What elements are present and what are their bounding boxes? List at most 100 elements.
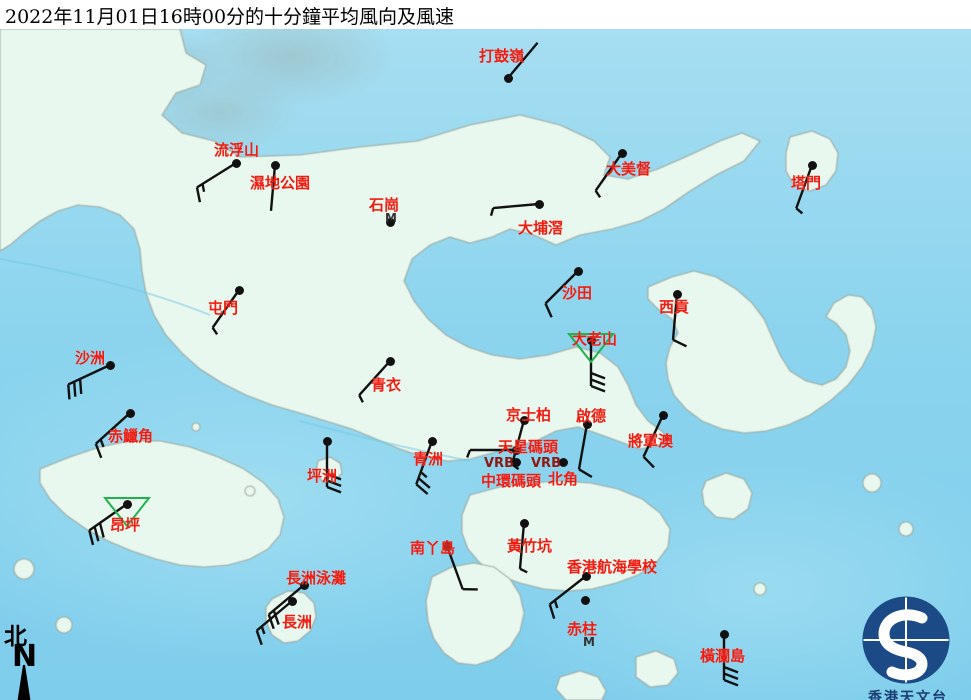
station-dot (512, 446, 521, 455)
wind-barb-icon (795, 164, 814, 215)
station-label: 西貢 (659, 298, 690, 316)
station-dot (583, 420, 592, 429)
station-dot (386, 357, 395, 366)
station-dot (587, 336, 596, 345)
wind-barb-icon (94, 412, 131, 459)
hko-logo-cn: 香港天文台 (868, 690, 948, 700)
station-label: 濕地公園 (250, 174, 311, 192)
station-label: 赤柱 (567, 620, 598, 638)
station-label: 長洲 (282, 613, 313, 631)
station-dot (386, 218, 395, 227)
station-label: 昂坪 (110, 516, 141, 534)
station-variable-wind-label: VRB (484, 456, 514, 471)
station-label: 中環碼頭 (481, 472, 542, 490)
station-label: 橫瀾島 (700, 647, 746, 665)
station-label: 沙洲 (75, 349, 106, 367)
wind-barb-icon (267, 584, 305, 630)
wind-barb-icon (544, 270, 579, 318)
station-missing-data-label: M (385, 211, 397, 225)
station-label: 大美督 (606, 160, 652, 178)
station-label: 流浮山 (214, 141, 260, 159)
wind-barb-icon (255, 600, 293, 646)
station-label: 打鼓嶺 (479, 47, 525, 65)
station-label: 北角 (548, 470, 579, 488)
station-label: 啟德 (576, 407, 607, 425)
station-dot (581, 596, 590, 605)
station-missing-data-label: M (583, 635, 595, 649)
wind-barb-icon (594, 152, 623, 198)
wind-barb-icon (358, 360, 391, 403)
wind-barb-icon (518, 522, 528, 574)
compass-rose: 北 N (2, 617, 62, 700)
station-dot (288, 597, 297, 606)
station-label: 塔門 (791, 174, 822, 192)
wind-barb-icon (577, 423, 593, 479)
station-label: 青衣 (371, 376, 402, 394)
station-dot (808, 161, 817, 170)
station-dot (512, 458, 521, 467)
station-dot (323, 437, 332, 446)
station-dot (520, 416, 529, 425)
wind-barb-icon (671, 293, 688, 348)
wind-barb-icon (67, 363, 111, 400)
station-label: 天星碼頭 (498, 438, 559, 456)
station-dot (520, 519, 529, 528)
map-canvas[interactable]: 打鼓嶺 流浮山 濕地公園 石崗 M 大美督 塔門 大埔滘 沙田 屯門 西貢 大老山 沙洲 青衣 赤鱲角 京士柏… (0, 29, 971, 700)
station-dot (720, 630, 729, 639)
station-dot (504, 74, 513, 83)
station-label: 石崗 (369, 196, 400, 214)
title-bar: 2022年11月01日16時00分的十分鐘平均風向及風速 (0, 0, 971, 29)
station-dot (428, 437, 437, 446)
wind-barb-icon (466, 448, 516, 458)
station-dot (535, 200, 544, 209)
station-dot (574, 267, 583, 276)
station-label: 南丫島 (410, 539, 456, 557)
wind-barb-icon (325, 441, 342, 494)
station-label: 將軍澳 (628, 432, 674, 450)
wind-barb-icon (722, 634, 739, 687)
hko-logo: 香港天文台 HONG KONG OBSERVATORY (848, 594, 968, 700)
station-dot (271, 161, 280, 170)
wind-barb-icon (489, 202, 540, 217)
station-label: 香港航海學校 (567, 558, 658, 576)
wind-barb-icon (211, 289, 240, 335)
station-dot (106, 361, 115, 370)
wind-barb-icon (445, 545, 478, 591)
compass-label-cn: 北 (4, 623, 27, 650)
wind-barb-icon (548, 575, 587, 620)
station-dot (232, 159, 241, 168)
wind-barb-icon (195, 161, 237, 203)
station-label: 赤鱲角 (108, 427, 154, 445)
station-label: 黃竹坑 (507, 537, 553, 555)
wind-barb-icon (642, 414, 665, 469)
station-dot (235, 286, 244, 295)
wind-barb-icon (88, 503, 128, 546)
wind-barb-icon (415, 440, 434, 495)
hko-logo-icon (862, 596, 950, 684)
station-label: 青洲 (413, 450, 444, 468)
station-label: 京士柏 (506, 406, 552, 424)
station-label: 大埔滘 (518, 219, 564, 237)
compass-needle-icon (17, 664, 31, 700)
station-label: 沙田 (562, 284, 593, 302)
station-dot (300, 581, 309, 590)
station-label: 屯門 (208, 299, 239, 317)
page-title: 2022年11月01日16時00分的十分鐘平均風向及風速 (5, 6, 455, 28)
station-dot (659, 411, 668, 420)
station-label: 大老山 (572, 330, 618, 348)
station-label: 長洲泳灘 (286, 569, 347, 587)
station-label: 坪洲 (307, 467, 338, 485)
wind-warning-triangle-icon (102, 497, 152, 528)
station-variable-wind-label: VRB (531, 456, 561, 471)
station-dot (618, 149, 627, 158)
land-outlines (0, 29, 914, 700)
station-dot (123, 500, 132, 509)
station-dot (126, 409, 135, 418)
wind-barb-icon (507, 41, 539, 79)
wind-warning-triangle-icon (566, 333, 616, 364)
station-dot (582, 572, 591, 581)
wind-barb-icon (269, 164, 277, 211)
station-dot (443, 542, 452, 551)
station-dot (559, 458, 568, 467)
